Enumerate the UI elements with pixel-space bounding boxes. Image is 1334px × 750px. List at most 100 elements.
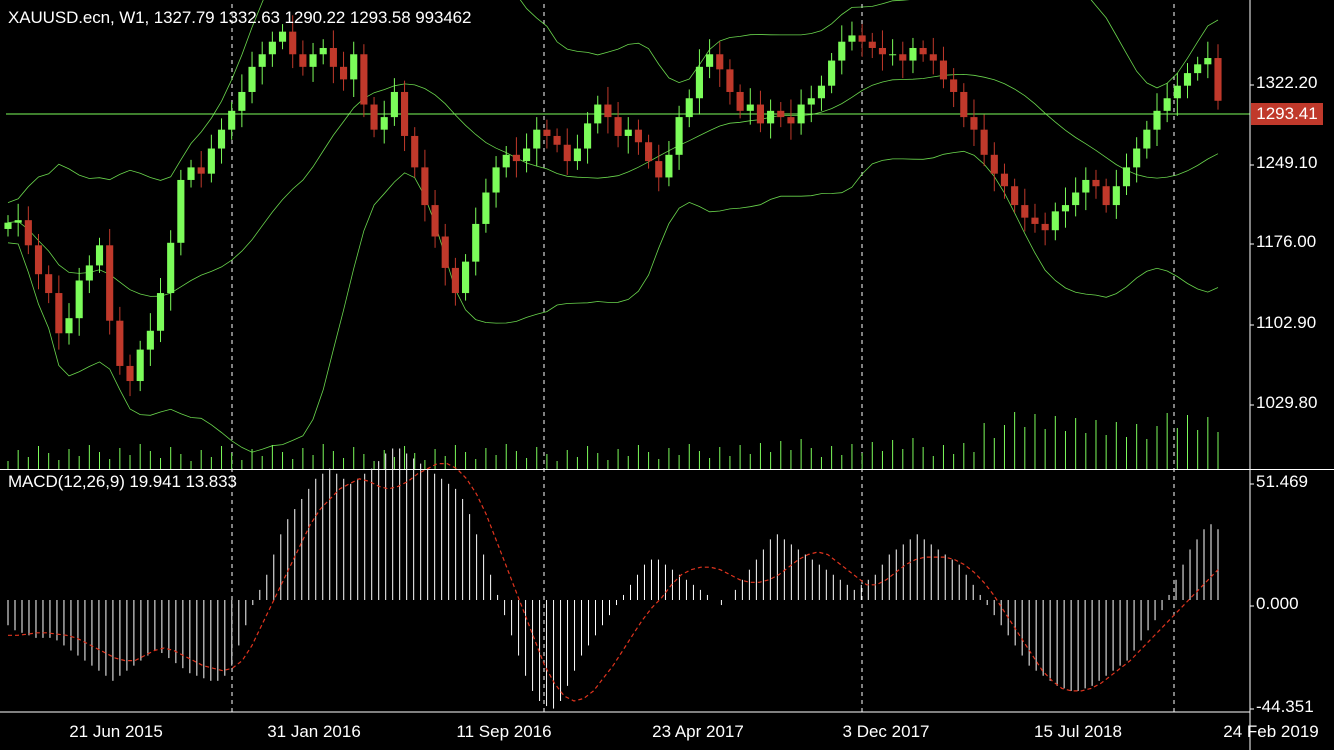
bollinger-upper <box>7 0 1219 203</box>
candle-body <box>584 123 592 149</box>
candle-body <box>950 79 958 92</box>
bollinger-lower <box>7 150 1219 453</box>
date-tick: 24 Feb 2019 <box>1223 722 1319 741</box>
price-axis[interactable]: 1322.20 1249.10 1176.00 1102.90 1029.80 … <box>1251 0 1334 750</box>
candle-body <box>716 54 724 70</box>
candle-body <box>146 330 154 350</box>
candle-body <box>899 54 907 61</box>
candle-body <box>156 293 165 331</box>
candle-body <box>960 91 968 118</box>
candle-body <box>543 129 551 136</box>
candle-body <box>553 135 561 145</box>
candle-body <box>573 148 581 162</box>
candle-body <box>380 117 388 130</box>
candle-body <box>858 35 866 42</box>
candle-body <box>207 148 215 174</box>
candle-body <box>4 222 12 229</box>
candle-body <box>523 148 531 162</box>
candle-body <box>645 142 653 162</box>
candle-body <box>309 54 317 67</box>
candle-body <box>634 129 642 143</box>
candle-body <box>1082 179 1090 193</box>
date-tick: 15 Jul 2018 <box>1034 722 1122 741</box>
candle-body <box>462 261 470 294</box>
candle-body <box>502 154 510 168</box>
candle-body <box>838 41 846 61</box>
macd-signal-line <box>8 463 1219 702</box>
candle-body <box>126 365 134 382</box>
price-tick: 1102.90 <box>1256 313 1317 332</box>
candle-body <box>319 47 327 55</box>
candle-body <box>868 41 876 48</box>
time-axis[interactable]: 21 Jun 2015 31 Jan 2016 11 Sep 2016 23 A… <box>0 712 1319 750</box>
date-tick: 21 Jun 2015 <box>69 722 163 741</box>
candle-body <box>360 54 368 105</box>
candle-body <box>512 154 520 162</box>
candle-body <box>1102 186 1110 206</box>
candle-body <box>970 117 978 130</box>
candle-body <box>807 98 815 105</box>
macd-tick: 0.000 <box>1256 594 1299 613</box>
candle-body <box>34 245 43 275</box>
current-price-badge: 1293.41 <box>1251 103 1323 125</box>
candle-body <box>655 161 663 178</box>
date-tick: 23 Apr 2017 <box>652 722 744 741</box>
volume-histogram <box>7 412 1219 469</box>
candle-body <box>797 104 805 124</box>
candle-body <box>14 220 22 223</box>
price-tick: 1249.10 <box>1256 153 1318 172</box>
candle-body <box>756 104 764 124</box>
candle-body <box>75 280 83 319</box>
candle-body <box>1112 186 1120 206</box>
candle-body <box>533 129 541 149</box>
candle-body <box>228 110 236 130</box>
candle-body <box>685 98 693 118</box>
macd-tick: -44.351 <box>1256 697 1314 716</box>
candle-body <box>24 220 32 246</box>
candle-body <box>268 41 276 55</box>
candle-body <box>299 54 307 67</box>
candle-body <box>329 47 337 67</box>
bollinger-bands <box>6 0 1250 453</box>
candle-body <box>441 236 449 268</box>
candle-body <box>878 47 887 55</box>
candle-body <box>594 104 602 124</box>
candle-body <box>929 54 937 61</box>
candle-body <box>1133 148 1141 168</box>
candle-body <box>1092 179 1100 187</box>
candle-body <box>706 54 714 67</box>
candle-body <box>1051 211 1059 231</box>
macd-header: MACD(12,26,9) 19.941 13.833 <box>8 472 237 491</box>
candle-body <box>828 60 836 86</box>
symbol-header: XAUUSD.ecn, W1, 1327.79 1332.63 1290.22 … <box>8 8 472 27</box>
candle-body <box>939 60 948 80</box>
candle-body <box>604 104 612 118</box>
candle-body <box>95 245 104 266</box>
macd-histogram <box>7 448 1219 709</box>
candle-body <box>492 167 500 193</box>
candle-body <box>217 129 226 149</box>
candle-body <box>848 35 856 42</box>
candle-body <box>1011 186 1019 206</box>
candle-body <box>411 135 419 168</box>
candle-body <box>1072 192 1080 206</box>
grid-layer <box>231 4 1175 712</box>
candle-body <box>1173 85 1181 99</box>
candle-body <box>1122 167 1131 187</box>
candle-body <box>1041 223 1049 231</box>
price-tick: 1176.00 <box>1256 232 1317 251</box>
candle-body <box>370 104 378 130</box>
candle-body <box>136 349 144 382</box>
price-tick: 1322.20 <box>1256 73 1318 92</box>
candle-body <box>726 69 734 92</box>
candle-body <box>85 265 93 281</box>
candle-body <box>1061 205 1070 212</box>
candle-body <box>1143 129 1151 149</box>
candle-body <box>65 318 73 334</box>
candle-body <box>736 91 744 111</box>
macd-signal-path <box>8 463 1219 702</box>
candle-body <box>1214 58 1222 101</box>
candle-body <box>675 117 683 155</box>
